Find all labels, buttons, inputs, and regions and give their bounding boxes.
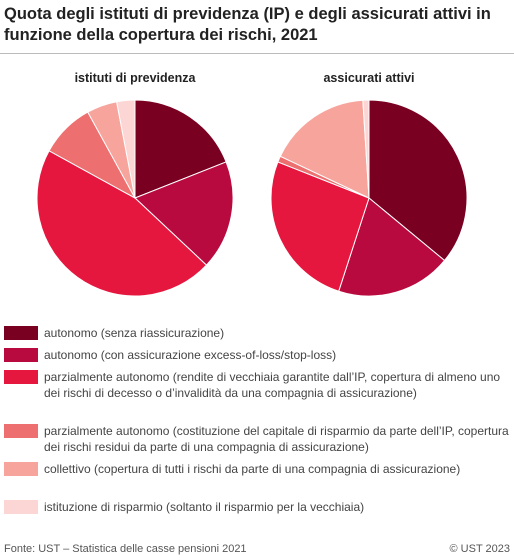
pie-slice [134,99,227,199]
legend-label: autonomo (senza riassicurazione) [44,326,225,340]
pie-slice [36,150,208,297]
legend-label: parzialmente autonomo (rendite di vecchi… [44,370,501,400]
source-note: Fonte: UST – Statistica delle casse pens… [4,543,247,555]
legend-swatch [4,326,38,340]
pie-slice [279,99,370,199]
legend-label: autonomo (con assicurazione excess-of-lo… [44,348,337,362]
pie-slice [270,161,370,292]
pie-slice [338,197,446,297]
title-divider [0,53,514,54]
legend-label: parzialmente autonomo (costituzione del … [44,424,509,454]
chart-title: Quota degli istituti di previdenza (IP) … [4,5,491,44]
legend-swatch [4,462,38,476]
legend-swatch [4,370,38,384]
pie-title-istituti: istituti di previdenza [74,71,196,85]
pie-slice [134,161,234,266]
pie-chart-istituti [36,99,234,297]
pie-slice [362,99,370,199]
pie-chart-assicurati [270,99,468,297]
pie-slice [116,99,136,199]
legend-label: collettivo (copertura di tutti i rischi … [44,462,461,476]
pie-title-assicurati: assicurati attivi [323,71,415,85]
legend-swatch [4,424,38,438]
legend-swatch [4,348,38,362]
legend-label: istituzione di risparmio (soltanto il ri… [44,500,365,514]
copyright: © UST 2023 [449,543,511,555]
legend-swatch [4,500,38,514]
pie-slice [368,99,468,262]
